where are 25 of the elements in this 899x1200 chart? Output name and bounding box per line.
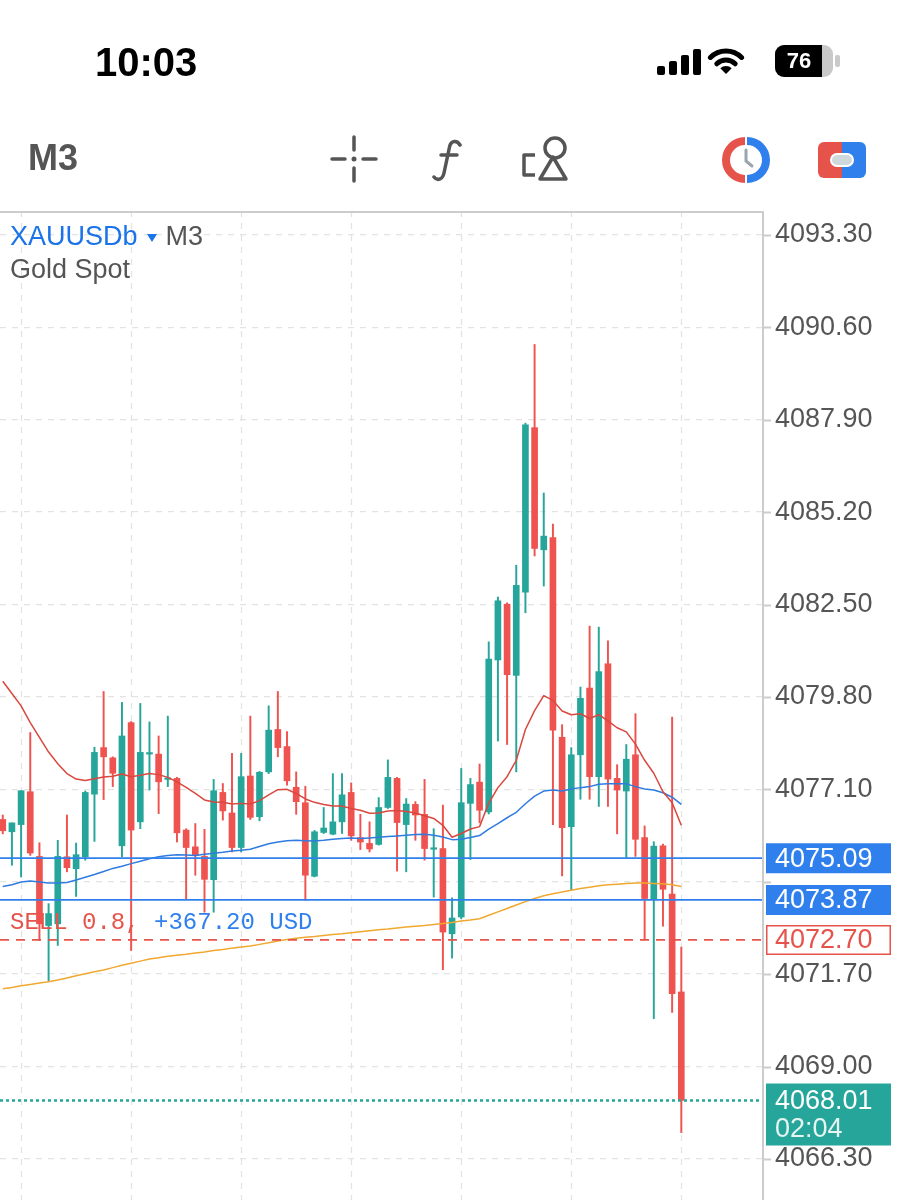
- y-tick-label: 4085.20: [775, 495, 873, 526]
- annotation: M3: [165, 221, 204, 251]
- ref-line-label: 4073.87: [775, 884, 873, 915]
- candlestick: [146, 721, 153, 791]
- y-tick-label: 4077.10: [775, 772, 873, 803]
- y-tick-label: 4093.30: [775, 218, 873, 249]
- text: Gold Spot: [10, 254, 131, 284]
- text: M3: [28, 137, 79, 178]
- text: 02:04: [775, 1112, 843, 1143]
- ref-line-label: 4075.09: [775, 842, 873, 873]
- text: 76: [777, 48, 821, 74]
- y-tick-label: 4071.70: [775, 957, 873, 988]
- y-tick-label: 4069.00: [775, 1049, 873, 1080]
- y-tick-label: 4090.60: [775, 310, 873, 341]
- y-tick-label: 4066.30: [775, 1142, 873, 1173]
- candlestick: [430, 828, 438, 898]
- candlestick: [100, 691, 107, 800]
- text: 10:03: [95, 39, 198, 86]
- y-tick-label: 4087.90: [775, 403, 873, 434]
- ref-line-label: 4072.70: [775, 924, 873, 955]
- ref-line-label: 4068.01: [775, 1084, 873, 1115]
- annotation: +367.20 USD: [154, 909, 313, 937]
- y-tick-label: 4082.50: [775, 588, 873, 618]
- chart-title: XAUUSDb: [10, 221, 138, 251]
- y-tick-label: 4079.80: [775, 680, 873, 711]
